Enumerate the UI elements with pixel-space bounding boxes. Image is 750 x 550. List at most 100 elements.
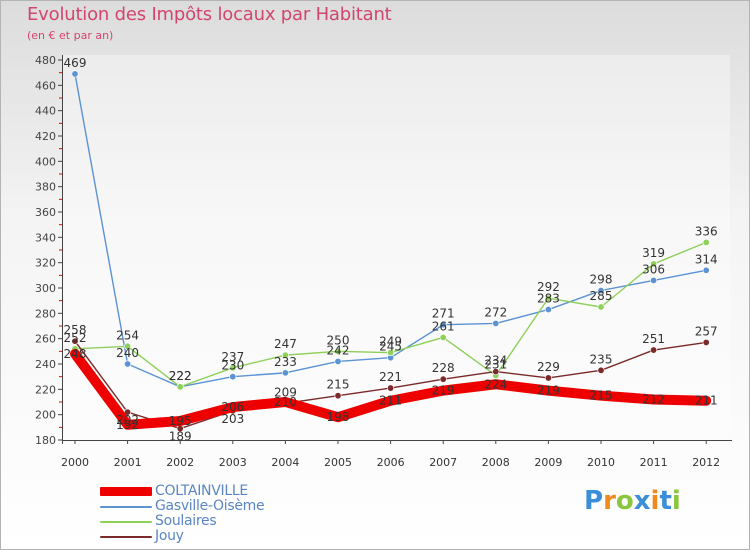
- data-point: [650, 276, 658, 284]
- data-label: 189: [169, 430, 192, 444]
- data-label: 211: [695, 394, 718, 408]
- data-point: [229, 373, 237, 381]
- data-point: [71, 70, 79, 78]
- data-label: 233: [274, 355, 297, 369]
- data-point: [597, 287, 605, 295]
- data-label: 198: [327, 410, 350, 424]
- data-label: 271: [432, 307, 455, 321]
- data-label: 283: [537, 292, 560, 306]
- data-label: 258: [64, 323, 87, 337]
- data-point: [702, 238, 710, 246]
- data-point: [281, 351, 289, 359]
- data-label: 240: [116, 346, 139, 360]
- x-tick-label: 2002: [166, 456, 194, 469]
- data-point: [124, 360, 132, 368]
- data-label: 336: [695, 224, 718, 238]
- data-point: [334, 392, 342, 400]
- y-tick-label: 360: [35, 206, 56, 219]
- y-tick-label: 320: [35, 257, 56, 270]
- y-tick-label: 460: [35, 79, 56, 92]
- data-label: 230: [221, 359, 244, 373]
- data-label: 319: [642, 246, 665, 260]
- data-point: [439, 321, 447, 329]
- data-point: [124, 342, 132, 350]
- data-point: [597, 303, 605, 311]
- data-point: [281, 369, 289, 377]
- y-tick-label: 480: [35, 54, 56, 67]
- y-tick-label: 220: [35, 383, 56, 396]
- data-point: [387, 349, 395, 357]
- data-point: [544, 306, 552, 314]
- y-tick-label: 200: [35, 409, 56, 422]
- data-label: 231: [484, 357, 507, 371]
- data-label: 247: [274, 337, 297, 351]
- data-label: 252: [64, 331, 87, 345]
- data-label: 285: [590, 289, 613, 303]
- x-tick-label: 2009: [534, 456, 562, 469]
- y-tick-label: 260: [35, 333, 56, 346]
- logo-letter: i: [671, 486, 681, 516]
- x-tick-label: 2006: [377, 456, 405, 469]
- legend-swatch-soulaires: [100, 521, 152, 523]
- y-tick-label: 420: [35, 130, 56, 143]
- data-label: 251: [642, 332, 665, 346]
- data-label: 245: [379, 340, 402, 354]
- data-label: 469: [64, 56, 87, 70]
- logo-letter: t: [659, 486, 672, 516]
- data-label: 229: [537, 360, 560, 374]
- data-label: 298: [590, 273, 613, 287]
- data-label: 237: [221, 350, 244, 364]
- data-point: [229, 364, 237, 372]
- data-label: 219: [432, 384, 455, 398]
- legend-label-soulaires: Soulaires: [155, 513, 217, 529]
- x-tick-label: 2004: [271, 456, 299, 469]
- data-label: 203: [221, 412, 244, 426]
- logo-letter: x: [633, 486, 651, 516]
- y-tick-label: 180: [35, 434, 56, 447]
- x-tick-label: 2003: [219, 456, 247, 469]
- x-tick-label: 2012: [692, 456, 720, 469]
- logo-letter: P: [584, 486, 604, 516]
- data-point: [439, 333, 447, 341]
- data-label: 209: [274, 385, 297, 399]
- data-label: 206: [221, 400, 244, 414]
- x-tick-label: 2008: [482, 456, 510, 469]
- chart-subtitle: (en € et par an): [27, 29, 114, 42]
- data-point: [650, 260, 658, 268]
- data-point: [702, 338, 710, 346]
- data-label: 257: [695, 324, 718, 338]
- legend-label-jouy: Jouy: [155, 528, 184, 544]
- data-label: 234: [484, 354, 507, 368]
- data-label: 306: [642, 262, 665, 276]
- chart-title: Evolution des Impôts locaux par Habitant: [27, 4, 392, 25]
- x-tick-label: 2005: [324, 456, 352, 469]
- data-point: [544, 294, 552, 302]
- data-label: 221: [379, 370, 402, 384]
- data-label: 235: [590, 352, 613, 366]
- data-point: [334, 357, 342, 365]
- data-label: 228: [432, 361, 455, 375]
- logo-letter: i: [650, 486, 660, 516]
- data-point: [387, 384, 395, 392]
- data-label: 215: [327, 378, 350, 392]
- data-label: 248: [64, 347, 87, 361]
- logo-letter: o: [615, 486, 634, 516]
- data-label: 210: [274, 395, 297, 409]
- x-tick-label: 2001: [114, 456, 142, 469]
- data-label: 261: [432, 319, 455, 333]
- data-point: [492, 368, 500, 376]
- x-tick-label: 2007: [429, 456, 457, 469]
- y-tick-label: 240: [35, 358, 56, 371]
- x-tick-label: 2011: [640, 456, 668, 469]
- y-tick-label: 340: [35, 231, 56, 244]
- data-label: 202: [116, 413, 139, 427]
- data-label: 219: [537, 384, 560, 398]
- data-point: [71, 337, 79, 345]
- y-tick-label: 280: [35, 307, 56, 320]
- data-point: [650, 346, 658, 354]
- data-label: 292: [537, 280, 560, 294]
- logo-letter: r: [603, 486, 616, 516]
- series-line-coltainville: [70, 348, 712, 430]
